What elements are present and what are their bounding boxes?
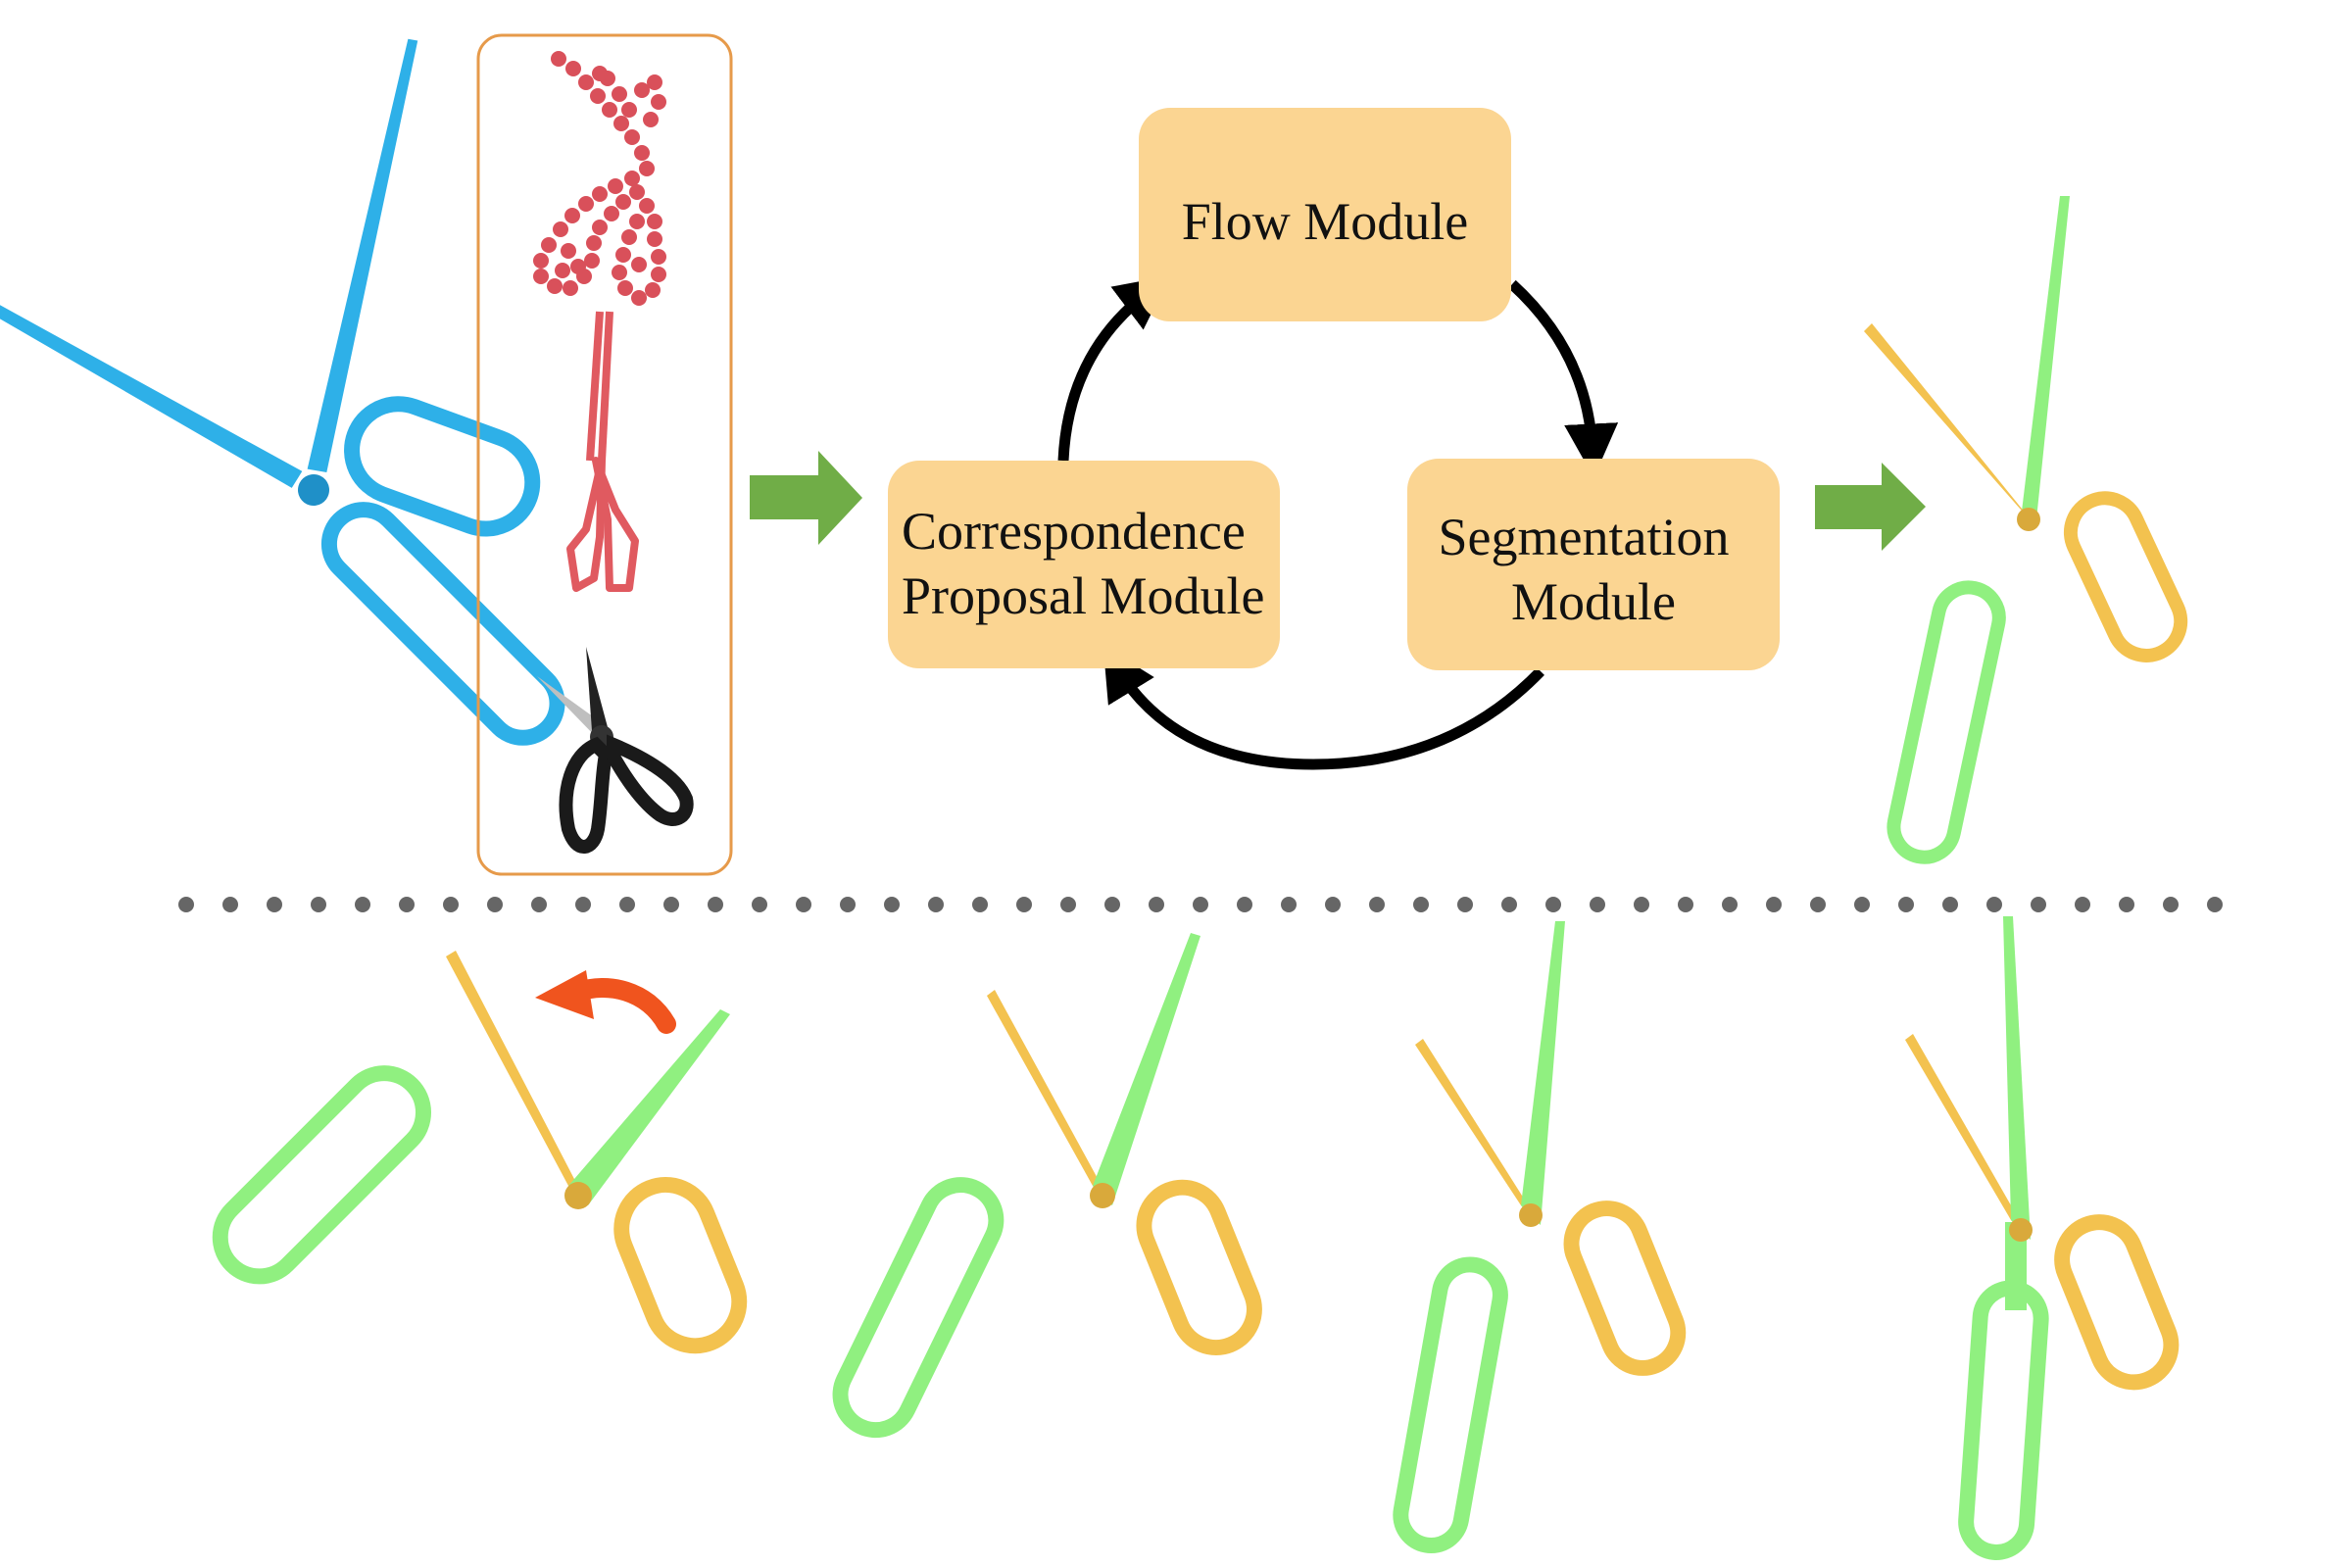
separator-dot bbox=[1986, 897, 2002, 912]
separator-dot bbox=[663, 897, 679, 912]
reference-point-cloud bbox=[533, 51, 666, 306]
separator-dot bbox=[267, 897, 282, 912]
separator-dot bbox=[2163, 897, 2179, 912]
segmentation-module-label-line1: Segmentation bbox=[1439, 508, 1730, 566]
separator-dot bbox=[1634, 897, 1649, 912]
correspondence-proposal-module: Correspondence Proposal Module bbox=[888, 461, 1280, 668]
separator-dot bbox=[2031, 897, 2046, 912]
segmented-scissors-state-1 bbox=[212, 951, 748, 1354]
output-arrow bbox=[1815, 463, 1926, 551]
separator-dot bbox=[443, 897, 459, 912]
cycle-arrow-correspondence-to-flow bbox=[1057, 275, 1170, 462]
cycle-arrow-flow-to-segmentation bbox=[1508, 279, 1619, 478]
row-separator bbox=[178, 897, 2223, 912]
separator-dot bbox=[1942, 897, 1958, 912]
correspondence-module-label-line1: Correspondence bbox=[902, 502, 1246, 561]
separator-dot bbox=[311, 897, 326, 912]
separator-dot bbox=[1413, 897, 1429, 912]
reference-scissors-photo bbox=[537, 647, 694, 854]
separator-dot bbox=[1501, 897, 1517, 912]
segmentation-module-label-line2: Module bbox=[1511, 572, 1676, 631]
separator-dot bbox=[355, 897, 370, 912]
separator-dot bbox=[399, 897, 415, 912]
input-arrow bbox=[750, 451, 862, 545]
separator-dot bbox=[531, 897, 547, 912]
separator-dot bbox=[972, 897, 988, 912]
separator-dot bbox=[1016, 897, 1032, 912]
correspondence-module-label-line2: Proposal Module bbox=[902, 566, 1265, 625]
separator-dot bbox=[1722, 897, 1738, 912]
separator-dot bbox=[1281, 897, 1297, 912]
separator-dot bbox=[1545, 897, 1561, 912]
rotation-arrow-icon bbox=[535, 970, 676, 1034]
separator-dot bbox=[178, 897, 194, 912]
separator-dot bbox=[2119, 897, 2134, 912]
segmented-scissors-output bbox=[1864, 196, 2188, 864]
separator-dot bbox=[1678, 897, 1693, 912]
separator-dot bbox=[1237, 897, 1252, 912]
module-cycle bbox=[1057, 275, 1619, 770]
separator-dot bbox=[487, 897, 503, 912]
separator-dot bbox=[2075, 897, 2090, 912]
separator-dot bbox=[1325, 897, 1341, 912]
separator-dot bbox=[575, 897, 591, 912]
separator-dot bbox=[1149, 897, 1164, 912]
separator-dot bbox=[1810, 897, 1826, 912]
separator-dot bbox=[840, 897, 856, 912]
separator-dot bbox=[708, 897, 723, 912]
segmented-scissors-state-4 bbox=[1905, 916, 2180, 1560]
separator-dot bbox=[1898, 897, 1914, 912]
reference-scissors-mesh bbox=[566, 311, 639, 592]
segmented-scissors-state-3 bbox=[1393, 921, 1687, 1553]
separator-dot bbox=[619, 897, 635, 912]
separator-dot bbox=[1854, 897, 1870, 912]
segmented-scissors-state-2 bbox=[832, 933, 1262, 1439]
segmentation-module: Segmentation Module bbox=[1407, 459, 1780, 670]
separator-dot bbox=[2207, 897, 2223, 912]
separator-dot bbox=[1369, 897, 1385, 912]
separator-dot bbox=[928, 897, 944, 912]
input-scissors-mesh bbox=[0, 38, 565, 746]
separator-dot bbox=[1104, 897, 1120, 912]
separator-dot bbox=[1766, 897, 1782, 912]
reference-box bbox=[476, 33, 733, 876]
separator-dot bbox=[752, 897, 767, 912]
separator-dot bbox=[222, 897, 238, 912]
separator-dot bbox=[1457, 897, 1473, 912]
separator-dot bbox=[1193, 897, 1208, 912]
separator-dot bbox=[1060, 897, 1076, 912]
separator-dot bbox=[1590, 897, 1605, 912]
cycle-arrow-segmentation-to-correspondence bbox=[1102, 645, 1544, 770]
separator-dot bbox=[884, 897, 900, 912]
separator-dot bbox=[796, 897, 811, 912]
flow-module-label: Flow Module bbox=[1182, 192, 1469, 251]
flow-module: Flow Module bbox=[1139, 108, 1511, 321]
